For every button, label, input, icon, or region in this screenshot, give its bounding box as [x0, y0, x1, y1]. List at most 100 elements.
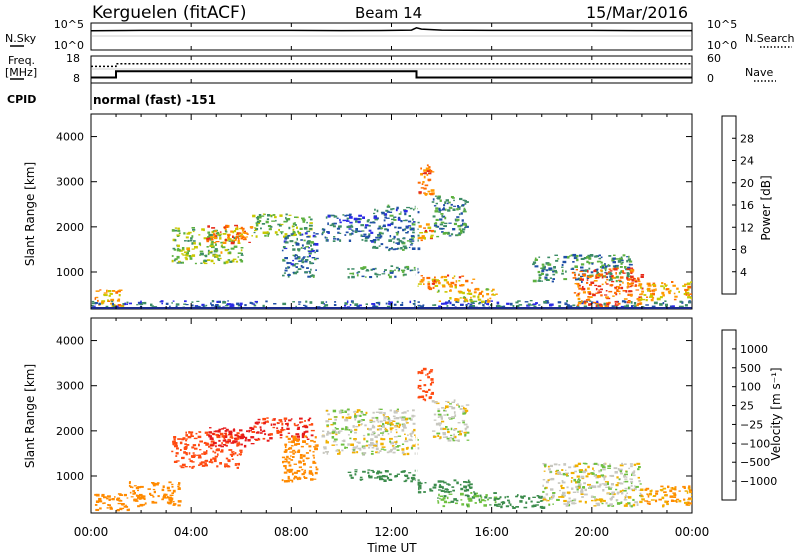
- velocity-echo-cell: [425, 374, 427, 376]
- velocity-echo-cell: [461, 405, 464, 407]
- power-echo-cell: [453, 199, 455, 202]
- velocity-echo-cell: [393, 436, 398, 438]
- velocity-echo-cell: [142, 504, 145, 506]
- velocity-echo-cell: [370, 438, 374, 441]
- power-echo-cell: [537, 270, 541, 274]
- velocity-echo-cell: [289, 468, 294, 471]
- power-echo-cell: [418, 225, 422, 228]
- power-echo-cell: [410, 242, 414, 244]
- velocity-echo-cell: [602, 468, 606, 471]
- velocity-echo-cell: [595, 474, 597, 476]
- velocity-echo-cell: [615, 484, 619, 487]
- velocity-echo-cell: [392, 451, 396, 454]
- power-echo-cell: [455, 218, 460, 221]
- power-echo-cell: [260, 227, 262, 230]
- power-echo-cell: [367, 235, 371, 238]
- power-echo-cell: [460, 229, 463, 233]
- velocity-echo-cell: [276, 429, 280, 433]
- velocity-echo-cell: [625, 470, 628, 473]
- power-echo-cell: [669, 289, 672, 292]
- power-echo-cell: [577, 284, 581, 286]
- velocity-colorbar-tick-label: 25: [740, 400, 754, 413]
- velocity-echo-cell: [418, 485, 422, 488]
- power-echo-cell: [288, 226, 291, 230]
- power-echo-cell: [590, 301, 594, 304]
- velocity-echo-cell: [620, 472, 623, 474]
- power-echo-cell: [128, 302, 132, 305]
- velocity-echo-cell: [584, 500, 587, 504]
- power-echo-cell: [492, 294, 496, 296]
- velocity-echo-cell: [462, 421, 465, 424]
- power-echo-cell: [322, 231, 324, 235]
- velocity-echo-cell: [572, 502, 577, 505]
- velocity-echo-cell: [423, 384, 427, 387]
- power-echo-cell: [678, 290, 680, 293]
- velocity-echo-cell: [398, 426, 401, 429]
- velocity-echo-cell: [302, 454, 306, 458]
- velocity-colorbar-tick-label: −1000: [740, 475, 777, 488]
- velocity-echo-cell: [499, 496, 502, 499]
- power-echo-cell: [238, 232, 242, 234]
- power-echo-cell: [352, 301, 354, 304]
- velocity-echo-cell: [640, 488, 644, 491]
- velocity-echo-cell: [304, 469, 306, 471]
- power-echo-cell: [548, 269, 551, 271]
- power-echo-cell: [410, 269, 414, 272]
- velocity-echo-cell: [230, 432, 233, 434]
- velocity-echo-cell: [392, 415, 396, 417]
- power-echo-cell: [572, 261, 575, 263]
- velocity-echo-cell: [172, 442, 175, 445]
- power-echo-cell: [292, 259, 294, 262]
- power-echo-cell: [650, 298, 654, 302]
- velocity-echo-cell: [204, 464, 208, 467]
- power-echo-cell: [425, 167, 430, 171]
- velocity-echo-cell: [405, 479, 408, 482]
- power-echo-cell: [308, 252, 312, 255]
- power-echo-cell: [430, 189, 435, 192]
- velocity-echo-cell: [362, 446, 366, 450]
- velocity-echo-cell: [437, 410, 440, 413]
- power-echo-cell: [542, 265, 546, 268]
- power-echo-cell: [569, 305, 573, 308]
- power-echo-cell: [468, 305, 473, 308]
- power-echo-cell: [640, 274, 645, 276]
- velocity-echo-cell: [624, 480, 629, 483]
- velocity-echo-cell: [301, 468, 304, 471]
- velocity-echo-cell: [163, 495, 166, 498]
- power-echo-cell: [237, 256, 240, 258]
- power-echo-cell: [225, 225, 229, 228]
- velocity-echo-cell: [377, 425, 381, 427]
- power-echo-cell: [177, 247, 180, 250]
- power-echo-cell: [496, 301, 500, 305]
- power-echo-cell: [391, 218, 394, 221]
- power-echo-cell: [174, 258, 178, 261]
- velocity-echo-cell: [560, 495, 565, 498]
- velocity-echo-cell: [647, 495, 650, 498]
- power-echo-cell: [306, 256, 310, 258]
- velocity-echo-cell: [390, 441, 394, 445]
- velocity-echo-cell: [542, 463, 545, 465]
- velocity-echo-cell: [362, 453, 365, 456]
- velocity-echo-cell: [349, 437, 352, 440]
- velocity-echo-cell: [107, 504, 110, 506]
- velocity-echo-cell: [233, 428, 235, 430]
- velocity-echo-cell: [576, 475, 580, 478]
- velocity-echo-cell: [446, 488, 449, 491]
- velocity-echo-cell: [334, 416, 338, 418]
- power-echo-cell: [334, 301, 337, 303]
- power-echo-cell: [629, 263, 633, 266]
- power-echo-cell: [459, 297, 462, 299]
- power-echo-cell: [239, 235, 242, 237]
- power-echo-cell: [433, 279, 437, 282]
- power-echo-cell: [207, 252, 210, 256]
- velocity-echo-cell: [312, 462, 317, 464]
- velocity-echo-cell: [294, 451, 297, 454]
- velocity-echo-cell: [377, 452, 380, 454]
- velocity-echo-cell: [444, 488, 448, 491]
- power-echo-cell: [660, 285, 664, 288]
- velocity-echo-cell: [354, 471, 358, 473]
- velocity-echo-cell: [396, 449, 400, 451]
- power-echo-cell: [470, 296, 472, 299]
- velocity-echo-cell: [249, 426, 253, 430]
- power-echo-cell: [101, 300, 106, 303]
